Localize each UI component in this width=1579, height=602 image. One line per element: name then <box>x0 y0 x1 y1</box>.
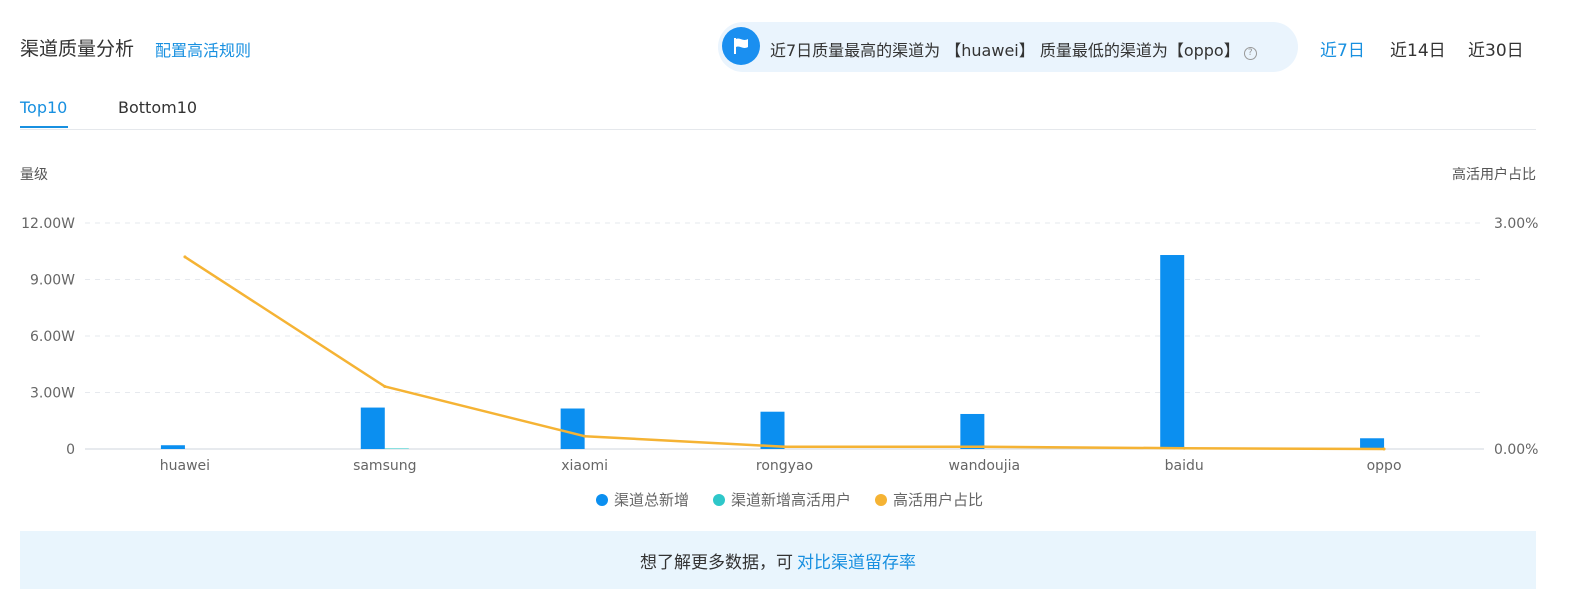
bar-total <box>1360 438 1385 449</box>
bar-total <box>560 408 585 449</box>
banner-message: 近7日质量最高的渠道为 【huawei】 质量最低的渠道为【oppo】 <box>770 41 1240 60</box>
x-tick-label: rongyao <box>756 458 813 474</box>
banner-text: 近7日质量最高的渠道为 【huawei】 质量最低的渠道为【oppo】? <box>770 37 1257 61</box>
bar-total <box>360 407 385 449</box>
legend-item-total[interactable]: 渠道总新增 <box>595 489 689 510</box>
legend-dot-total <box>595 493 608 506</box>
ratio-point <box>1382 447 1386 451</box>
config-rules-link[interactable]: 配置高活规则 <box>155 41 252 60</box>
tab-divider <box>20 129 1536 130</box>
legend-dot-ratio <box>875 493 887 506</box>
legend-dot-active <box>712 493 725 506</box>
channel-quality-chart: 量级 高活用户占比 0 3.00W 6.00W 9.00W 12.00W 0.00% 3.0… <box>20 166 1538 474</box>
ratio-point <box>583 434 587 438</box>
legend-label-ratio: 高活用户占比 <box>893 491 984 509</box>
x-tick-label: baidu <box>1165 458 1204 474</box>
y-left-tick-label: 9.00W <box>30 273 75 289</box>
bar-total <box>760 411 785 449</box>
legend-item-ratio[interactable]: 高活用户占比 <box>875 489 983 510</box>
y-right-tick-label: 0.00% <box>1494 442 1538 458</box>
y-left-tick-label: 0 <box>66 442 75 458</box>
bar-total <box>1160 255 1185 449</box>
compare-retention-link[interactable]: 对比渠道留存率 <box>797 552 916 573</box>
y-right-tick-label: 3.00% <box>1494 216 1538 232</box>
ratio-point <box>383 384 387 388</box>
range-14d[interactable]: 近14日 <box>1390 41 1446 61</box>
bar-active <box>384 448 409 449</box>
quality-banner: 近7日质量最高的渠道为 【huawei】 质量最低的渠道为【oppo】? <box>718 22 1298 72</box>
help-icon[interactable]: ? <box>1243 47 1257 60</box>
footer-text: 想了解更多数据，可 <box>640 552 793 573</box>
range-7d[interactable]: 近7日 <box>1320 41 1365 61</box>
tab-top10[interactable]: Top10 <box>20 98 68 117</box>
ratio-point <box>982 445 986 449</box>
tab-active-indicator <box>20 126 68 128</box>
footer-bar: 想了解更多数据，可 对比渠道留存率 <box>20 531 1536 589</box>
y-left-tick-label: 3.00W <box>30 386 75 402</box>
ratio-point <box>1182 446 1186 450</box>
ratio-point <box>183 255 187 259</box>
legend-label-active: 渠道新增高活用户 <box>730 491 851 509</box>
x-tick-label: xiaomi <box>561 458 608 474</box>
left-axis-label: 量级 <box>20 167 48 183</box>
y-left-tick-label: 6.00W <box>30 329 75 345</box>
page-title: 渠道质量分析 <box>20 38 135 60</box>
flag-icon <box>722 27 760 65</box>
ratio-point <box>783 445 786 449</box>
chart-legend: 渠道总新增 渠道新增高活用户 高活用户占比 <box>0 489 1579 510</box>
legend-label-total: 渠道总新增 <box>613 491 689 509</box>
x-tick-label: samsung <box>353 458 416 474</box>
tab-bottom10[interactable]: Bottom10 <box>118 98 198 117</box>
legend-item-active[interactable]: 渠道新增高活用户 <box>712 489 851 510</box>
y-left-tick-label: 12.00W <box>21 216 75 232</box>
x-tick-label: huawei <box>160 458 210 474</box>
bar-total <box>160 445 185 449</box>
range-30d[interactable]: 近30日 <box>1468 41 1524 61</box>
bar-total <box>960 413 985 449</box>
right-axis-label: 高活用户占比 <box>1452 166 1536 183</box>
x-tick-label: oppo <box>1367 458 1402 474</box>
x-tick-label: wandoujia <box>949 458 1021 474</box>
